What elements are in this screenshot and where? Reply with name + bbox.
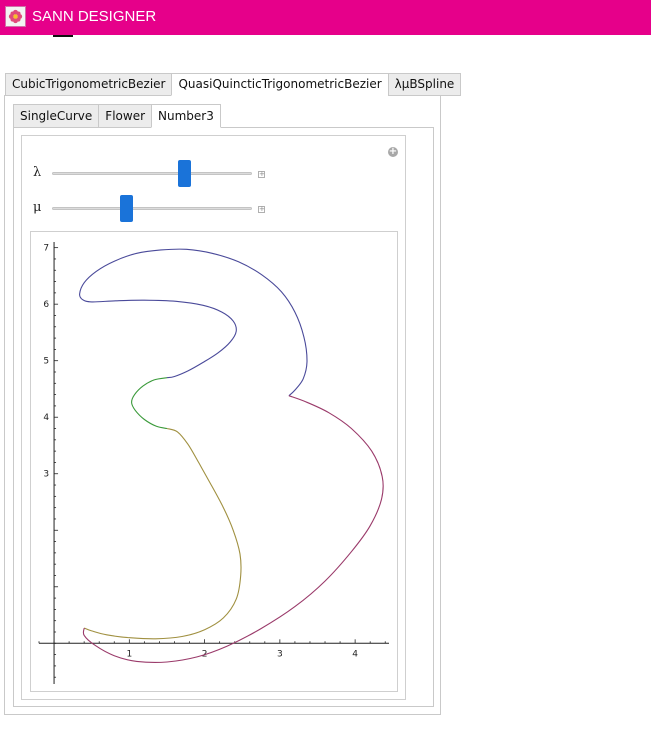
x-tick-label: 4	[352, 649, 358, 659]
tab-cubic-trigonometric-bezier[interactable]: CubicTrigonometricBezier	[5, 73, 173, 96]
y-tick-label: 5	[43, 357, 49, 367]
y-tick-label: 7	[43, 244, 49, 254]
plus-circle-icon[interactable]: +	[388, 146, 398, 157]
outer-tab-strip: CubicTrigonometricBezier QuasiQuincticTr…	[5, 73, 462, 96]
window-title: SANN DESIGNER	[32, 8, 157, 25]
tab-single-curve[interactable]: SingleCurve	[13, 104, 100, 128]
y-tick-label: 6	[43, 300, 49, 310]
lambda-slider-thumb[interactable]	[178, 160, 191, 187]
curve-segment-4	[82, 395, 384, 663]
x-tick-label: 1	[126, 649, 132, 659]
curve-segment-1	[79, 248, 308, 397]
inner-tab-strip: SingleCurve Flower Number3	[13, 104, 221, 128]
lambda-slider-track[interactable]	[52, 172, 252, 175]
curve-segment-3	[83, 427, 242, 640]
lambda-label: λ	[33, 165, 42, 180]
x-tick-label: 3	[277, 649, 283, 659]
curve-segment-2	[131, 377, 168, 430]
tab-flower[interactable]: Flower	[98, 104, 153, 128]
mu-label: μ	[33, 200, 42, 215]
tab-number3[interactable]: Number3	[151, 104, 221, 128]
lambda-expand-icon[interactable]: +	[258, 170, 265, 178]
tab-lambda-mu-bspline[interactable]: λμBSpline	[387, 73, 462, 96]
mu-slider-track[interactable]	[52, 207, 252, 210]
mu-expand-icon[interactable]: +	[258, 205, 265, 213]
menu-indicator	[53, 35, 73, 37]
y-tick-label: 3	[43, 470, 49, 480]
title-bar: SANN DESIGNER	[0, 0, 651, 35]
flower-icon	[5, 6, 26, 27]
mu-slider-thumb[interactable]	[120, 195, 133, 222]
y-tick-label: 4	[43, 413, 49, 423]
tab-quasi-quintic-trigonometric-bezier[interactable]: QuasiQuincticTrigonometricBezier	[171, 73, 389, 96]
